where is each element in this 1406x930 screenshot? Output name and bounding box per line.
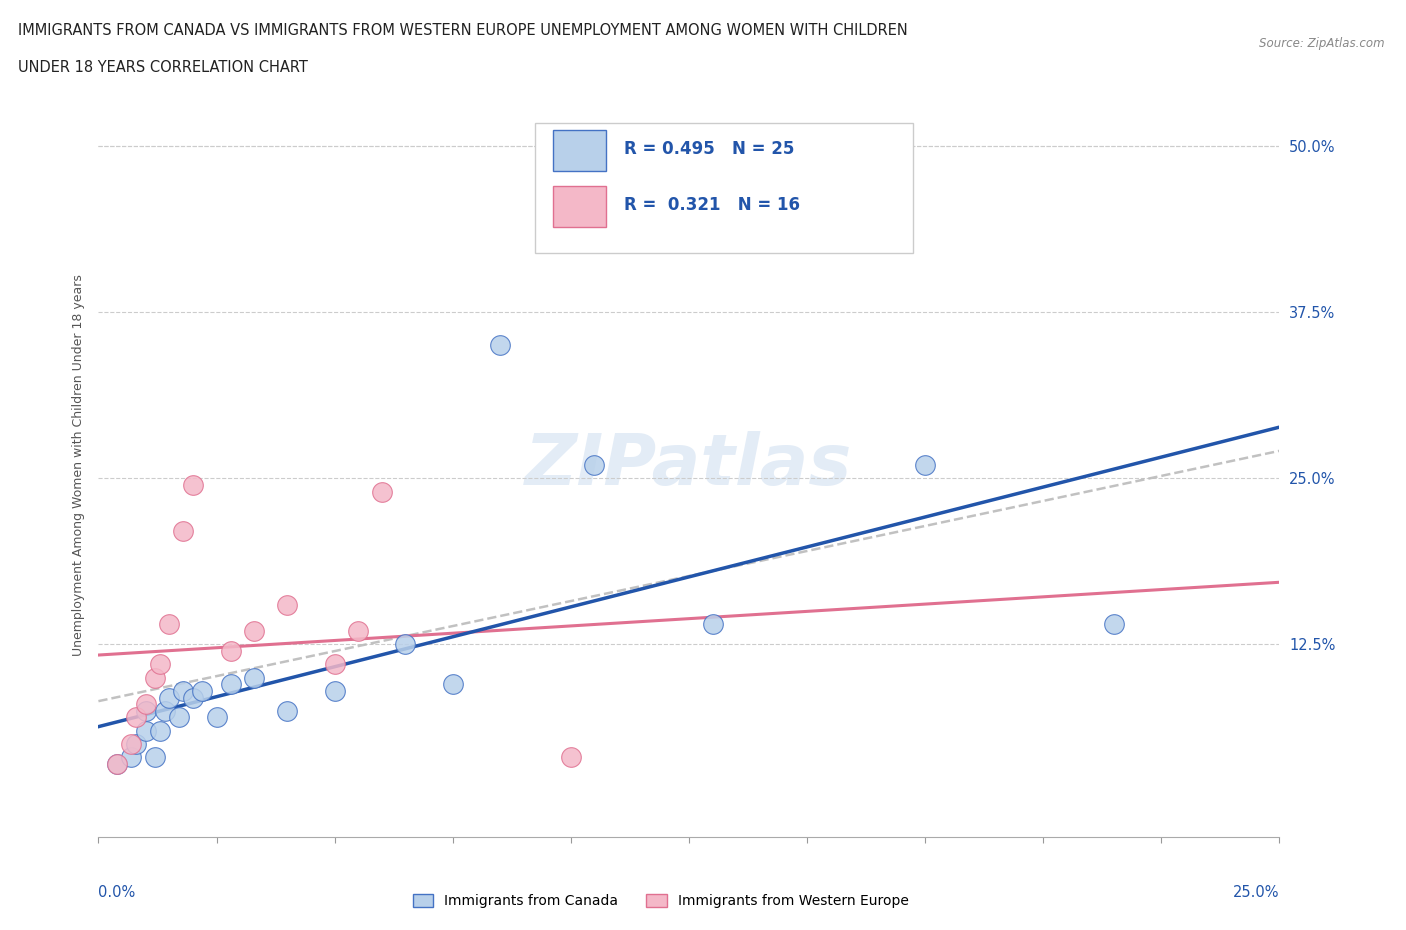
Point	[121, 737, 143, 751]
Point	[219, 677, 242, 692]
Point	[172, 684, 194, 698]
Point	[157, 690, 180, 705]
Text: 25.0%: 25.0%	[1233, 885, 1279, 900]
Point	[135, 697, 157, 711]
Point	[489, 338, 512, 352]
Text: R = 0.495   N = 25: R = 0.495 N = 25	[624, 140, 794, 158]
Text: IMMIGRANTS FROM CANADA VS IMMIGRANTS FROM WESTERN EUROPE UNEMPLOYMENT AMONG WOME: IMMIGRANTS FROM CANADA VS IMMIGRANTS FRO…	[18, 23, 908, 38]
Point	[181, 690, 204, 705]
Text: UNDER 18 YEARS CORRELATION CHART: UNDER 18 YEARS CORRELATION CHART	[18, 60, 308, 75]
Point	[1102, 617, 1125, 631]
Point	[583, 458, 606, 472]
Point	[105, 756, 128, 771]
Point	[323, 657, 346, 671]
Point	[441, 677, 464, 692]
Point	[157, 617, 180, 631]
Text: R =  0.321   N = 16: R = 0.321 N = 16	[624, 195, 800, 214]
Point	[105, 756, 128, 771]
Point	[219, 644, 242, 658]
Point	[153, 703, 176, 718]
Y-axis label: Unemployment Among Women with Children Under 18 years: Unemployment Among Women with Children U…	[72, 274, 84, 656]
FancyBboxPatch shape	[536, 123, 914, 253]
Point	[125, 737, 148, 751]
FancyBboxPatch shape	[553, 186, 606, 227]
Point	[371, 485, 394, 499]
Point	[323, 684, 346, 698]
Legend: Immigrants from Canada, Immigrants from Western Europe: Immigrants from Canada, Immigrants from …	[406, 889, 915, 914]
Point	[172, 524, 194, 538]
Point	[243, 671, 266, 685]
Point	[143, 671, 166, 685]
Text: 0.0%: 0.0%	[98, 885, 135, 900]
Point	[181, 477, 204, 492]
Point	[167, 710, 190, 724]
Point	[149, 657, 172, 671]
Point	[143, 750, 166, 764]
Point	[135, 724, 157, 738]
Point	[276, 703, 298, 718]
Point	[121, 750, 143, 764]
Point	[276, 597, 298, 612]
Point	[243, 624, 266, 639]
Point	[394, 637, 416, 652]
Point	[135, 703, 157, 718]
Text: Source: ZipAtlas.com: Source: ZipAtlas.com	[1260, 37, 1385, 50]
Point	[560, 750, 582, 764]
Point	[347, 624, 370, 639]
FancyBboxPatch shape	[553, 130, 606, 171]
Point	[205, 710, 228, 724]
Text: ZIPatlas: ZIPatlas	[526, 431, 852, 499]
Point	[125, 710, 148, 724]
Point	[191, 684, 214, 698]
Point	[702, 617, 724, 631]
Point	[914, 458, 936, 472]
Point	[149, 724, 172, 738]
